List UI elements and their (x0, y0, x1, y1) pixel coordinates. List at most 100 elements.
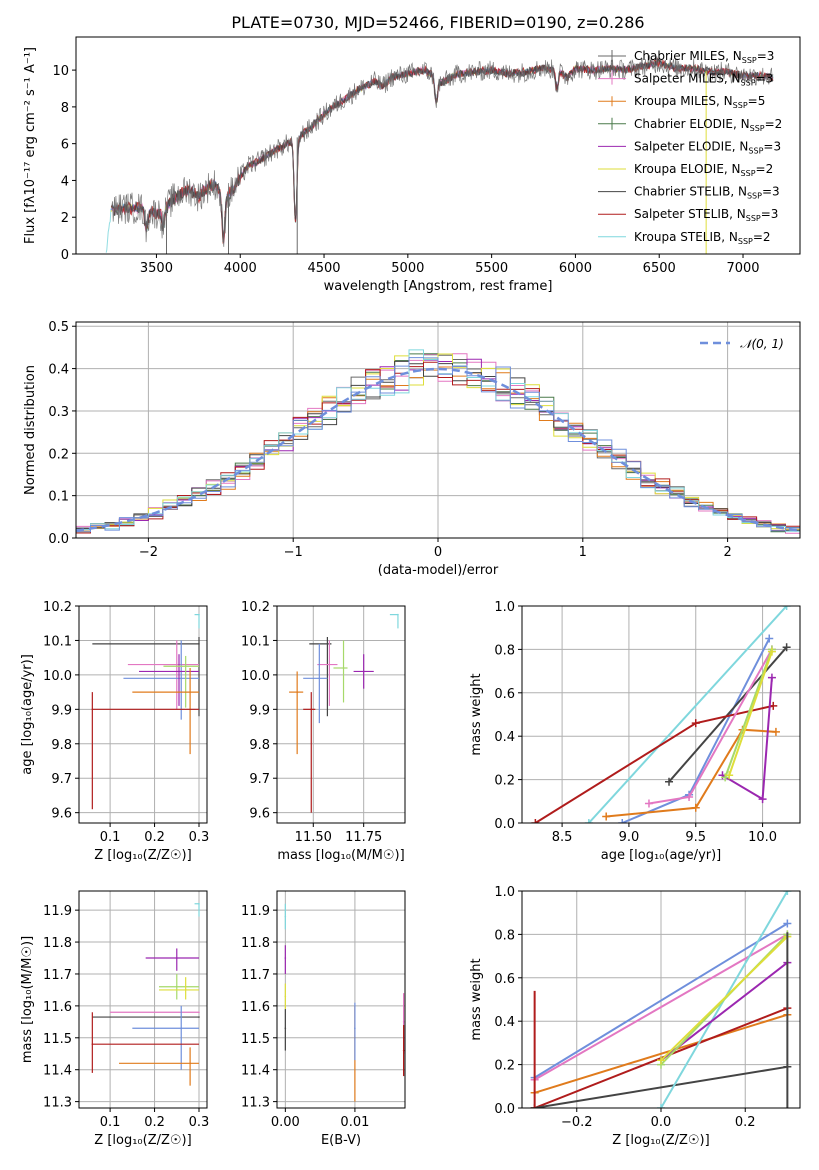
y-tick-label: 9.9 (51, 703, 72, 718)
y-tick-label: 11.9 (241, 904, 270, 919)
x-tick-label: 7000 (726, 261, 759, 276)
x-tick-label: 8.5 (552, 830, 573, 845)
y-tick-label: 11.8 (241, 936, 270, 951)
legend-label-subscript: SSP (748, 146, 763, 155)
weight-line-salpeter_stelib (534, 704, 774, 823)
weight-marker-salpeter_miles (644, 799, 653, 808)
weight-marker-kroupa_elodie (657, 1056, 665, 1065)
x-tick-label: 0.2 (735, 1115, 756, 1130)
legend: 𝒩(0, 1) (700, 337, 784, 351)
x-tick-label: 0.3 (189, 830, 210, 845)
axes-frame-z_vs_weight: −0.2 0.0 0.2 0.0 0.2 0.4 0.6 0.8 1.0 Z [log₁₀(Z/Z… (469, 885, 801, 1148)
y-tick-label: 10.2 (241, 600, 270, 615)
x-tick-label: 0.2 (144, 830, 165, 845)
data-point-lime (184, 665, 187, 668)
legend-label-subscript: SSP (738, 237, 753, 246)
y-tick-label: 9.9 (249, 703, 270, 718)
y-tick-label: 0.1 (48, 490, 69, 505)
data-point-salpeter_elodie (178, 670, 180, 673)
weight-marker-kroupa_stelib (657, 1104, 665, 1108)
legend-label-subscript: SSP (746, 214, 761, 223)
legend-label-subscript: SSP (741, 169, 756, 178)
x-axis-label: age [log₁₀(age/yr)] (601, 848, 722, 863)
axes-z_vs_weight: −0.2 0.0 0.2 0.0 0.2 0.4 0.6 0.8 1.0 Z [log₁₀(Z/Z… (469, 885, 801, 1148)
weight-marker-kroupa_stelib (783, 891, 792, 895)
y-tick-label: 0.4 (48, 363, 69, 378)
legend-label-subscript: SSP (747, 192, 762, 201)
data-point-cornflower (318, 677, 321, 680)
axes-frame-spectrum: 3500 4000 4500 5000 5500 6000 6500 7000 0 2 4 6 8 10 w… (23, 13, 801, 294)
legend-label-main: Chabrier MILES, N (634, 49, 742, 63)
y-tick-label: 11.9 (43, 904, 72, 919)
legend-label-tail: =2 (753, 230, 771, 244)
x-tick-label: 4500 (307, 261, 340, 276)
y-tick-label: 0.5 (48, 320, 69, 335)
y-tick-label: 11.5 (43, 1032, 72, 1047)
x-tick-label: 10.0 (748, 830, 777, 845)
x-tick-label: 5000 (391, 261, 424, 276)
legend-label-tail: =3 (761, 207, 779, 221)
weight-line-salpeter_elodie (721, 677, 773, 801)
x-tick-label: 0 (434, 545, 442, 560)
weight-marker-salpeter_stelib (531, 819, 540, 823)
weight-marker-salpeter_miles (685, 792, 694, 801)
weight-marker-kroupa_miles (691, 803, 700, 812)
y-axis-label: mass weight (469, 958, 484, 1040)
data-point-kroupa_elodie (184, 989, 187, 991)
x-tick-label: 0.2 (144, 1115, 165, 1130)
weight-marker-cornflower (618, 819, 627, 823)
y-tick-label: 11.4 (43, 1064, 72, 1079)
data-point-cornflower (180, 677, 183, 680)
data-point-kroupa_elodie (284, 995, 287, 998)
axes-frame (75, 36, 801, 255)
legend-label-tail: =3 (757, 49, 775, 63)
weight-line-salpeter_miles (534, 933, 788, 1081)
y-tick-label: 10.0 (43, 669, 72, 684)
y-tick-label: 0 (61, 248, 69, 263)
y-tick-label: 0.2 (48, 447, 69, 462)
axes-frame (78, 605, 208, 824)
data-point-cornflower (180, 1027, 183, 1030)
y-tick-label: 11.3 (241, 1096, 270, 1111)
y-axis-label: Flux [fλ10⁻¹⁷ erg cm⁻² s⁻¹ A⁻¹] (23, 47, 38, 244)
axes-spectrum: 3500 4000 4500 5000 5500 6000 6500 7000 0 2 4 6 8 10 w… (23, 13, 801, 294)
y-tick-label: 4 (61, 174, 69, 189)
y-axis-label: mass [log₁₀(M/M☉)] (20, 936, 35, 1063)
y-tick-label: 9.6 (249, 807, 270, 822)
x-axis-label: wavelength [Angstrom, rest frame] (324, 279, 553, 294)
legend-label-subscript: SSP (733, 101, 748, 110)
legend-label-tail: =3 (762, 185, 780, 199)
y-tick-label: 0.4 (494, 1015, 515, 1030)
plot-area-spectrum (105, 54, 774, 254)
y-tick-label: 0.0 (494, 817, 515, 832)
plot-area-mass_vs_age (289, 613, 399, 813)
legend-label-main: Kroupa STELIB, N (634, 230, 738, 244)
x-tick-label: 0.01 (340, 1115, 369, 1130)
axes-frame-mass_vs_age: 11.50 11.75 9.6 9.7 9.8 9.9 10.0 10.1 10.2 mass [… (241, 600, 406, 863)
x-axis-label: Z [log₁₀(Z/Z☉)] (612, 1133, 709, 1148)
weight-marker-kroupa_miles (602, 812, 611, 821)
data-point-kroupa_miles (189, 1062, 191, 1065)
plot-area-age_vs_weight (531, 606, 791, 823)
data-point-kroupa_miles (296, 691, 298, 693)
figure-content: 3500 4000 4500 5000 5500 6000 6500 70000246810w… (20, 13, 801, 1148)
legend-label-main: Chabrier STELIB, N (634, 185, 747, 199)
y-tick-label: 8 (61, 101, 69, 116)
axes-frame (78, 890, 208, 1109)
weight-line-chabrier_stelib (534, 1065, 788, 1108)
weight-line-kroupa_miles (606, 728, 776, 818)
legend-label-tail: =5 (748, 94, 766, 108)
data-point-chabrier_stelib (284, 1027, 287, 1030)
legend-label-main: Salpeter STELIB, N (634, 207, 746, 221)
axes-frame (276, 890, 406, 1109)
x-tick-label: 11.75 (345, 830, 382, 845)
legend-label: Salpeter MILES, NSSP=3 (634, 72, 773, 88)
y-tick-label: 0.8 (494, 928, 515, 943)
data-point-salpeter_stelib (310, 708, 313, 711)
legend-label-tail: =3 (763, 139, 781, 153)
data-point-salpeter_elodie (362, 670, 365, 673)
legend-label: Kroupa MILES, NSSP=5 (634, 94, 765, 110)
y-tick-label: 0.6 (494, 687, 515, 702)
weight-marker-kroupa_stelib (584, 819, 593, 823)
